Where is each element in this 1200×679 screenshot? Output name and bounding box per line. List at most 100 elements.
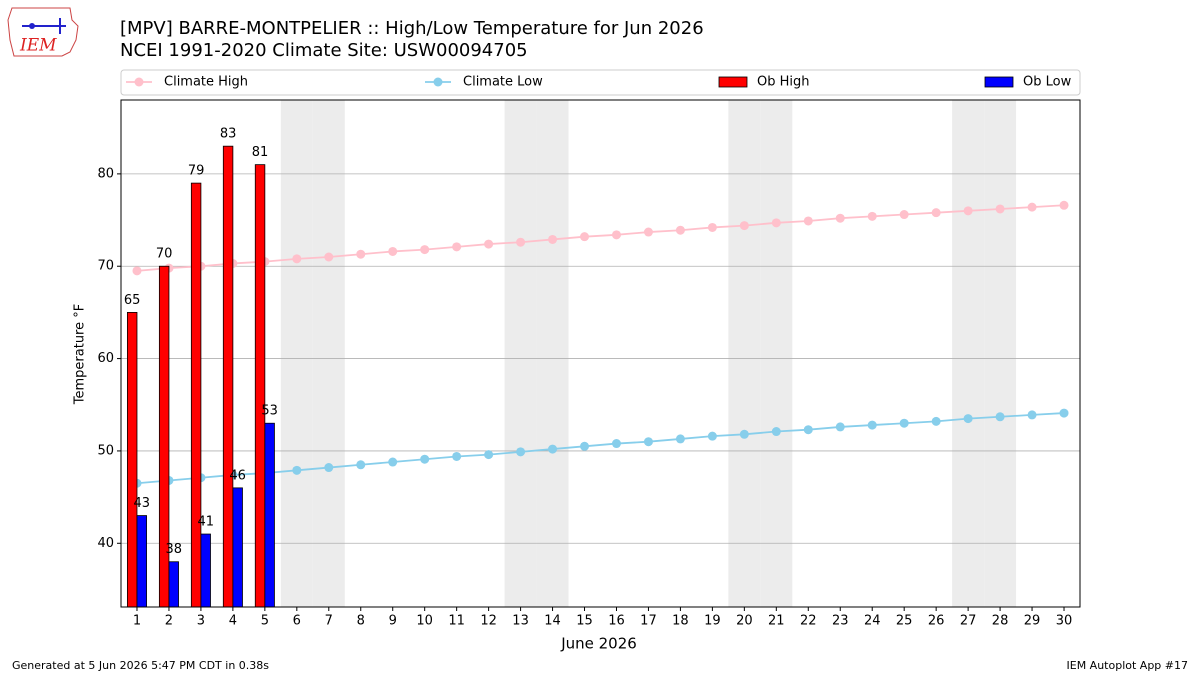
bar <box>200 533 211 608</box>
line-marker <box>963 414 973 424</box>
x-tick-label: 13 <box>512 614 529 629</box>
line-marker <box>707 222 717 232</box>
logo: IEM <box>7 7 79 57</box>
data-label: 46 <box>229 468 246 483</box>
bar <box>232 487 243 608</box>
x-tick-label: 15 <box>576 614 593 629</box>
x-tick-label: 24 <box>864 614 881 629</box>
line-marker <box>452 451 462 461</box>
line-marker <box>803 216 813 226</box>
line-marker <box>643 437 653 447</box>
x-tick-label: 6 <box>293 614 301 629</box>
legend-marker <box>134 77 144 87</box>
line-marker <box>739 221 749 231</box>
line-marker <box>388 246 398 256</box>
legend-label: Ob High <box>757 75 810 90</box>
line-marker <box>548 444 558 454</box>
line-marker <box>452 242 462 252</box>
line-marker <box>324 252 334 262</box>
line-marker <box>580 232 590 242</box>
x-tick-label: 8 <box>357 614 365 629</box>
x-tick-label: 17 <box>640 614 657 629</box>
bar <box>126 312 138 608</box>
shaded-band <box>984 100 1017 607</box>
line-marker <box>963 206 973 216</box>
bar <box>168 561 179 608</box>
x-tick-label: 28 <box>992 614 1009 629</box>
line-marker <box>739 429 749 439</box>
y-tick-label: 70 <box>97 259 114 274</box>
x-tick-label: 10 <box>416 614 433 629</box>
line-marker <box>420 454 430 464</box>
logo-text: IEM <box>19 36 57 56</box>
line-marker <box>931 208 941 218</box>
line-marker <box>899 418 909 428</box>
plot-frame <box>120 99 1081 608</box>
y-axis-label: Temperature °F <box>73 304 88 405</box>
line-marker <box>420 245 430 255</box>
line-marker <box>675 225 685 235</box>
legend-label: Climate High <box>164 75 248 90</box>
data-label: 53 <box>261 404 278 419</box>
line-marker <box>675 434 685 444</box>
legend-swatch <box>984 76 1014 88</box>
line-marker <box>835 422 845 432</box>
bar <box>264 422 275 608</box>
x-tick-label: 4 <box>229 614 237 629</box>
x-axis-label: June 2026 <box>560 635 637 653</box>
line-marker <box>835 213 845 223</box>
footer-right: IEM Autoplot App #17 <box>1067 659 1189 672</box>
line-marker <box>484 239 494 249</box>
chart-subtitle: NCEI 1991-2020 Climate Site: USW00094705 <box>120 40 528 61</box>
y-tick-label: 80 <box>97 166 114 181</box>
data-label: 79 <box>188 164 205 179</box>
y-tick-label: 40 <box>97 536 114 551</box>
x-tick-label: 27 <box>960 614 977 629</box>
legend-swatch <box>718 76 748 88</box>
x-tick-label: 26 <box>928 614 945 629</box>
x-tick-label: 2 <box>165 614 173 629</box>
line-marker <box>707 431 717 441</box>
x-tick-label: 12 <box>480 614 497 629</box>
x-tick-label: 7 <box>325 614 333 629</box>
data-label: 38 <box>165 542 182 557</box>
bar <box>222 145 234 608</box>
x-tick-label: 11 <box>448 614 465 629</box>
line-marker <box>611 439 621 449</box>
line-marker <box>580 441 590 451</box>
shaded-band <box>952 100 985 607</box>
footer-left: Generated at 5 Jun 2026 5:47 PM CDT in 0… <box>12 659 269 672</box>
chart-title: [MPV] BARRE-MONTPELIER :: High/Low Tempe… <box>120 18 704 39</box>
line-marker <box>484 450 494 460</box>
line-marker <box>643 227 653 237</box>
line-marker <box>516 237 526 247</box>
line-marker <box>867 420 877 430</box>
line-marker <box>771 427 781 437</box>
y-tick-label: 60 <box>97 351 114 366</box>
line-marker <box>899 210 909 220</box>
line-marker <box>356 249 366 259</box>
data-label: 83 <box>220 127 237 142</box>
y-tick-label: 50 <box>97 443 114 458</box>
x-tick-label: 14 <box>544 614 561 629</box>
x-tick-label: 30 <box>1056 614 1073 629</box>
x-tick-label: 22 <box>800 614 817 629</box>
line-marker <box>548 234 558 244</box>
bar <box>136 515 147 608</box>
line-marker <box>1027 410 1037 420</box>
line-marker <box>771 218 781 228</box>
x-tick-label: 18 <box>672 614 689 629</box>
line-marker <box>324 463 334 473</box>
shaded-band <box>760 100 793 607</box>
legend-label: Climate Low <box>463 75 543 90</box>
line-marker <box>995 412 1005 422</box>
data-label: 81 <box>252 145 269 160</box>
data-label: 41 <box>197 515 214 530</box>
line-marker <box>132 266 142 276</box>
x-tick-label: 25 <box>896 614 913 629</box>
x-tick-label: 19 <box>704 614 721 629</box>
line-marker <box>388 457 398 467</box>
bar <box>190 182 202 608</box>
x-tick-label: 29 <box>1024 614 1041 629</box>
